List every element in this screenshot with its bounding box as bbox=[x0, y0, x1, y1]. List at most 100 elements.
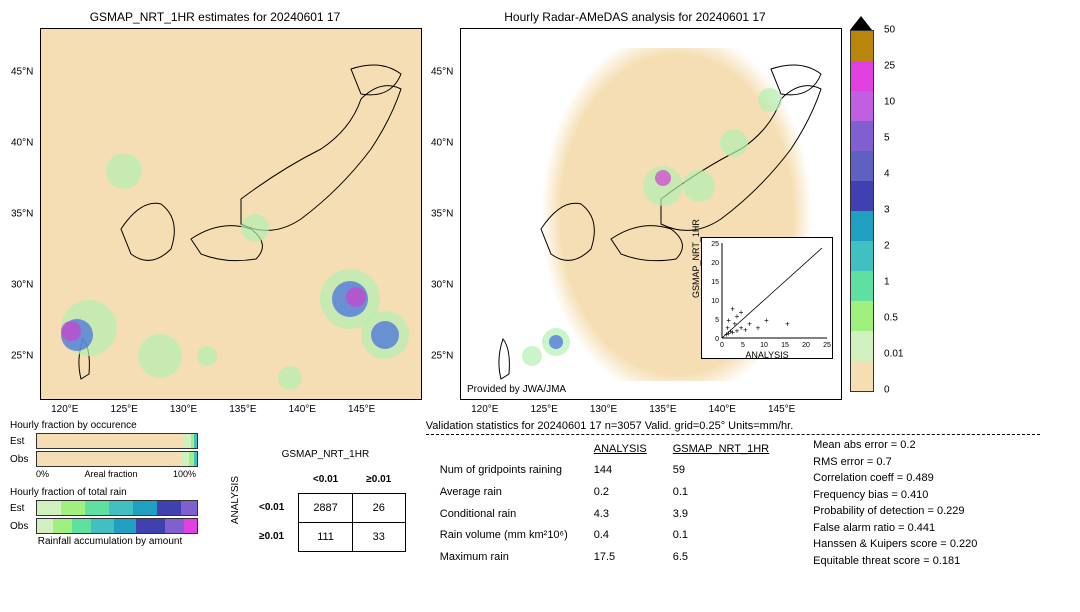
svg-text:10: 10 bbox=[760, 342, 768, 349]
colorbar-segment bbox=[851, 301, 873, 331]
right-map: Provided by JWA/JMA +++++++++++++++++005… bbox=[460, 28, 842, 400]
contingency-inner: GSMAP_NRT_1HR <0.01≥0.01<0.01288726≥0.01… bbox=[245, 449, 406, 552]
colorbar-tick: 5 bbox=[884, 133, 890, 144]
precip-blob bbox=[278, 366, 302, 390]
validation-row-label: Conditional rain bbox=[428, 504, 580, 524]
fraction-row-label: Est bbox=[10, 436, 36, 447]
colorbar-tick: 0 bbox=[884, 385, 890, 396]
fraction-row-label: Obs bbox=[10, 454, 36, 465]
colorbar-segment bbox=[851, 211, 873, 241]
axis-label: Areal fraction bbox=[84, 469, 137, 479]
fraction-panels: Hourly fraction by occurence Est Obs 0% A… bbox=[10, 420, 210, 580]
occurrence-title: Hourly fraction by occurence bbox=[10, 420, 210, 431]
contingency-row-header: ANALYSIS bbox=[230, 476, 241, 524]
svg-text:20: 20 bbox=[802, 342, 810, 349]
colorbar-segment bbox=[851, 361, 873, 391]
ytick-label: 45°N bbox=[431, 66, 453, 77]
validation-row-label: Num of gridpoints raining bbox=[428, 461, 580, 481]
metric-row: Correlation coeff = 0.489 bbox=[813, 470, 977, 487]
metric-label: Hanssen & Kuipers score = bbox=[813, 538, 947, 550]
xtick-label: 140°E bbox=[289, 404, 316, 415]
xtick-label: 135°E bbox=[649, 404, 676, 415]
ytick-label: 45°N bbox=[11, 66, 33, 77]
fraction-segment bbox=[114, 519, 136, 533]
fraction-segment bbox=[157, 501, 181, 515]
svg-text:+: + bbox=[739, 308, 744, 317]
xtick-label: 120°E bbox=[471, 404, 498, 415]
divider bbox=[426, 434, 1040, 435]
validation-cell: 0.1 bbox=[661, 526, 781, 546]
validation-cell: 0.2 bbox=[582, 482, 659, 502]
ytick-label: 35°N bbox=[11, 209, 33, 220]
fraction-segment bbox=[181, 452, 189, 466]
totalrain-title: Hourly fraction of total rain bbox=[10, 487, 210, 498]
validation-row-label: Maximum rain bbox=[428, 547, 580, 567]
colorbar-tick: 4 bbox=[884, 169, 890, 180]
colorbar-segment bbox=[851, 121, 873, 151]
metric-label: False alarm ratio = bbox=[813, 522, 904, 534]
validation-cell: 0.1 bbox=[661, 482, 781, 502]
colorbar-ticks: 502510543210.50.010 bbox=[920, 10, 1040, 410]
contingency-col-header: GSMAP_NRT_1HR bbox=[245, 449, 406, 460]
svg-text:+: + bbox=[785, 320, 790, 329]
fraction-segment bbox=[37, 434, 184, 448]
colorbar-tick: 0.5 bbox=[884, 313, 898, 324]
colorbar-segment bbox=[851, 271, 873, 301]
fraction-segment bbox=[61, 501, 85, 515]
fraction-segment bbox=[37, 519, 53, 533]
colorbar-tick: 10 bbox=[884, 97, 895, 108]
metric-value: 0.220 bbox=[950, 538, 978, 550]
precip-blob bbox=[346, 287, 366, 307]
fraction-bar-row: Obs bbox=[10, 451, 210, 467]
fraction-segment bbox=[194, 452, 197, 466]
metric-label: RMS error = bbox=[813, 456, 873, 468]
scatter-xlabel: ANALYSIS bbox=[745, 350, 788, 360]
metric-label: Equitable threat score = bbox=[813, 555, 930, 567]
xtick-label: 130°E bbox=[590, 404, 617, 415]
colorbar-segment bbox=[851, 151, 873, 181]
validation-cell: 0.4 bbox=[582, 526, 659, 546]
precip-blob bbox=[758, 88, 782, 112]
fraction-bar-row: Est bbox=[10, 433, 210, 449]
metric-label: Frequency bias = bbox=[813, 489, 898, 501]
svg-text:+: + bbox=[730, 304, 735, 313]
validation-cell: 144 bbox=[582, 461, 659, 481]
fraction-segment bbox=[136, 519, 165, 533]
validation-cell: 17.5 bbox=[582, 547, 659, 567]
svg-text:0: 0 bbox=[715, 336, 719, 343]
fraction-segment bbox=[37, 501, 61, 515]
xtick-label: 120°E bbox=[51, 404, 78, 415]
svg-text:15: 15 bbox=[711, 279, 719, 286]
precip-blob bbox=[61, 321, 81, 341]
metric-row: Mean abs error = 0.2 bbox=[813, 437, 977, 454]
validation-table: ANALYSISGSMAP_NRT_1HRNum of gridpoints r… bbox=[426, 437, 783, 569]
fraction-row-label: Est bbox=[10, 503, 36, 514]
xtick-label: 140°E bbox=[709, 404, 736, 415]
validation-grid: ANALYSISGSMAP_NRT_1HRNum of gridpoints r… bbox=[426, 437, 1040, 569]
colorbar-segment bbox=[851, 91, 873, 121]
xtick-label: 125°E bbox=[110, 404, 137, 415]
fraction-bar bbox=[36, 433, 198, 449]
svg-text:25: 25 bbox=[711, 241, 719, 248]
fraction-bar-row: Est bbox=[10, 500, 210, 516]
validation-cell: 6.5 bbox=[661, 547, 781, 567]
fraction-segment bbox=[165, 519, 184, 533]
metric-row: RMS error = 0.7 bbox=[813, 454, 977, 471]
occurrence-axis: 0% Areal fraction 100% bbox=[36, 469, 196, 479]
metric-value: 0.410 bbox=[901, 489, 929, 501]
ytick-label: 30°N bbox=[11, 280, 33, 291]
xtick-label: 135°E bbox=[229, 404, 256, 415]
metric-label: Probability of detection = bbox=[813, 505, 934, 517]
metric-value: 0.489 bbox=[906, 472, 934, 484]
fraction-segment bbox=[184, 519, 197, 533]
precip-blob bbox=[720, 129, 748, 157]
fraction-segment bbox=[109, 501, 133, 515]
validation-row-label: Average rain bbox=[428, 482, 580, 502]
xtick-label: 125°E bbox=[530, 404, 557, 415]
bottom-row: Hourly fraction by occurence Est Obs 0% A… bbox=[10, 420, 1040, 580]
colorbar-segment bbox=[851, 331, 873, 361]
validation-row-label: Rain volume (mm km²10⁶) bbox=[428, 526, 580, 546]
scatter-inset: +++++++++++++++++00551010151520202525 AN… bbox=[701, 237, 833, 359]
fraction-bar bbox=[36, 518, 198, 534]
fraction-segment bbox=[91, 519, 113, 533]
